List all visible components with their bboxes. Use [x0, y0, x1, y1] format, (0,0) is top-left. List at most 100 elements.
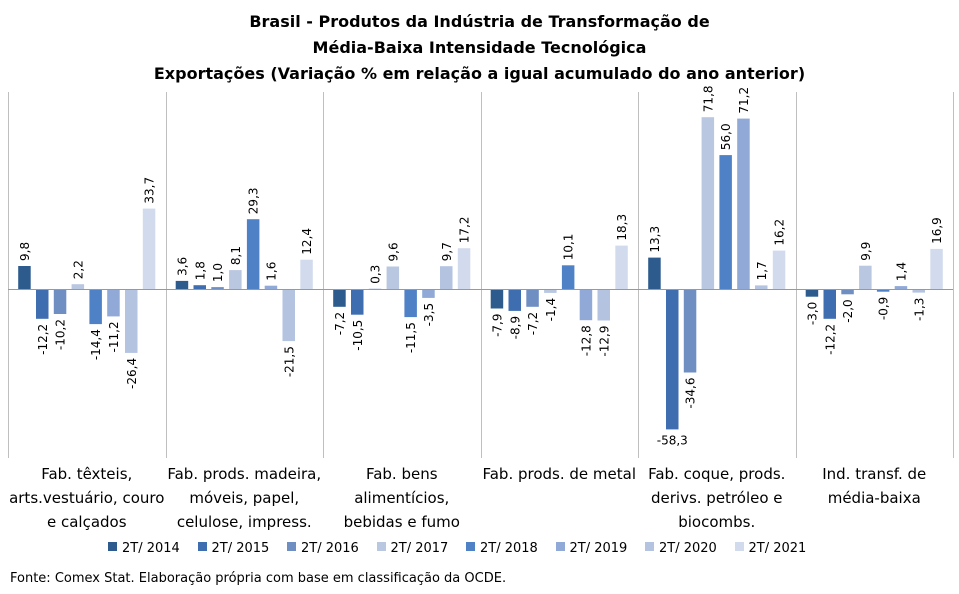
bar — [193, 285, 206, 290]
data-label: 1,8 — [193, 261, 207, 280]
bar — [333, 289, 346, 307]
data-label: 1,7 — [755, 261, 769, 280]
bar — [615, 245, 628, 290]
bar — [876, 289, 890, 292]
bar — [805, 289, 819, 297]
category-label: Fab. coque, prods. derivs. petróleo e bioc… — [638, 462, 796, 534]
bar — [125, 289, 138, 353]
chart-legend: 2T/ 2014 2T/ 2015 2T/ 2016 2T/ 2017 2T/ 2018… — [0, 540, 959, 560]
data-label: -11,2 — [107, 321, 121, 352]
data-label: -26,4 — [125, 358, 139, 389]
source-note: Fonte: Comex Stat. Elaboração própria co… — [10, 571, 507, 586]
data-label: -58,3 — [657, 433, 688, 447]
category-label-line: móveis, papel, — [189, 489, 300, 507]
legend-swatch — [197, 542, 207, 551]
data-label: -2,0 — [841, 299, 855, 322]
category-label-line: arts.vestuário, couro — [9, 489, 165, 507]
bar — [36, 289, 49, 319]
data-label: 17,2 — [458, 216, 472, 243]
category-label: Fab. têxteis, arts.vestuário, couro e calç… — [8, 462, 166, 534]
category-label-line: biocombs. — [678, 513, 756, 531]
data-label: 71,2 — [737, 87, 751, 114]
bar — [841, 289, 854, 295]
bar — [597, 289, 610, 321]
data-label: -11,5 — [404, 322, 418, 353]
bar — [404, 289, 417, 318]
legend-item: 2T/ 2018 — [466, 540, 538, 558]
data-label: 1,6 — [264, 262, 278, 281]
bar — [508, 289, 521, 311]
bar — [701, 117, 715, 290]
legend-label: 2T/ 2014 — [122, 541, 180, 556]
legend-item: 2T/ 2019 — [555, 540, 628, 558]
legend-item: 2T/ 2017 — [376, 540, 449, 558]
bar — [457, 248, 471, 290]
bar — [300, 259, 313, 290]
data-label: 1,0 — [211, 263, 225, 282]
bar — [18, 266, 31, 290]
bar — [229, 270, 242, 290]
bar — [53, 289, 67, 314]
category-label-line: celulose, impress. — [176, 513, 312, 531]
legend-item: 2T/ 2021 — [734, 540, 807, 558]
data-label: -12,2 — [36, 324, 50, 355]
category-label-line: Ind. transf. de — [822, 465, 927, 483]
category-label-line: bebidas e fumo — [343, 513, 460, 531]
legend-swatch — [555, 542, 565, 551]
data-label: -14,4 — [89, 329, 103, 360]
bar — [648, 257, 661, 290]
data-label: -12,2 — [823, 324, 837, 355]
data-label: 71,8 — [701, 85, 715, 112]
legend-swatch — [108, 542, 117, 551]
legend-item: 2T/ 2015 — [197, 540, 270, 558]
legend-label: 2T/ 2015 — [211, 541, 270, 556]
data-label: 0,3 — [369, 265, 383, 284]
bar — [683, 289, 697, 373]
data-label: -10,2 — [54, 319, 68, 350]
data-label: -0,9 — [877, 297, 891, 320]
data-label: 29,3 — [247, 187, 261, 214]
legend-label: 2T/ 2020 — [659, 541, 717, 556]
legend-label: 2T/ 2018 — [480, 541, 538, 556]
bar — [755, 285, 768, 290]
data-label: 10,1 — [562, 234, 576, 261]
bar — [772, 250, 786, 290]
bar — [351, 289, 364, 315]
legend-label: 2T/ 2019 — [569, 541, 628, 556]
bar — [859, 265, 872, 290]
data-label: -3,5 — [422, 303, 436, 326]
data-label: -3,0 — [806, 302, 820, 325]
data-label: 2,2 — [71, 260, 85, 279]
legend-label: 2T/ 2017 — [390, 541, 449, 556]
category-label: Ind. transf. de média-baixa — [796, 462, 954, 510]
data-label: -7,2 — [333, 312, 347, 335]
category-label-line: e calçados — [46, 513, 127, 531]
data-label: 9,8 — [18, 242, 32, 261]
bar — [264, 285, 278, 290]
bar — [894, 286, 908, 290]
bar — [422, 289, 435, 298]
data-label: -12,9 — [597, 326, 611, 357]
legend-label: 2T/ 2021 — [748, 541, 807, 556]
legend-item: 2T/ 2020 — [645, 540, 717, 558]
data-label: 9,9 — [859, 242, 873, 261]
bar — [89, 289, 102, 325]
legend-swatch — [287, 542, 296, 551]
category-label: Fab. bens alimentícios, bebidas e fumo — [323, 462, 481, 534]
chart-title-line2: Média-Baixa Intensidade Tecnológica — [312, 38, 647, 57]
data-label: 18,3 — [615, 214, 629, 241]
data-label: 9,7 — [440, 242, 454, 261]
data-label: 56,0 — [719, 123, 733, 150]
category-label-line: Fab. coque, prods. — [648, 465, 786, 483]
data-label: 16,9 — [930, 217, 944, 244]
chart-title-line3: Exportações (Variação % em relação a igu… — [153, 64, 806, 83]
category-label: Fab. prods. madeira, móveis, papel, celulo… — [166, 462, 324, 534]
legend-swatch — [376, 542, 386, 551]
legend-swatch — [645, 542, 654, 551]
bar — [579, 289, 593, 321]
data-label: 12,4 — [300, 228, 314, 255]
bar — [526, 289, 539, 307]
category-label-line: alimentícios, — [354, 489, 450, 507]
data-label: -7,2 — [526, 312, 540, 335]
